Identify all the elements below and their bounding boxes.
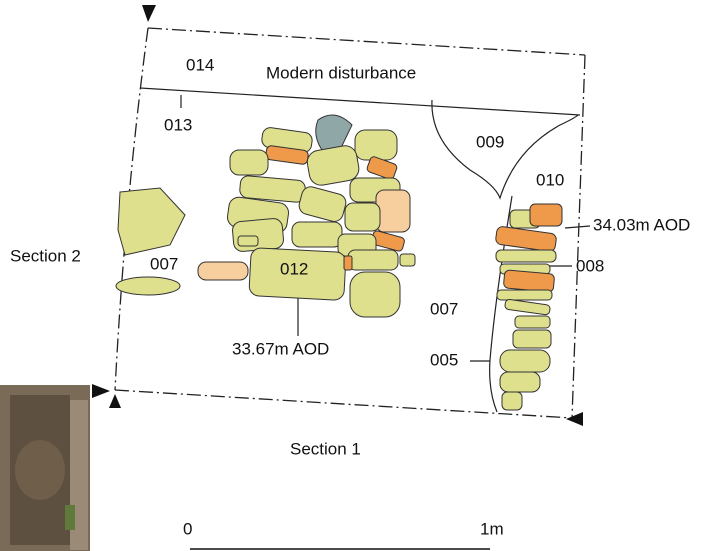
context-label: 013 [164, 115, 192, 134]
section-label: Section 2 [10, 246, 81, 265]
context-label: 009 [476, 132, 504, 151]
level-label: 34.03m AOD [593, 215, 690, 234]
stones [116, 115, 562, 410]
section-label: Section 1 [290, 439, 361, 458]
context-label: 007 [150, 254, 178, 273]
plan-drawing: 014 Modern disturbance 013 009 010 34.03… [0, 0, 718, 551]
scale-start: 0 [183, 519, 192, 538]
disturbance-label: Modern disturbance [266, 63, 416, 82]
scale-end: 1m [480, 519, 504, 538]
context-label: 008 [576, 256, 604, 275]
level-label: 33.67m AOD [232, 339, 329, 358]
context-label: 014 [186, 55, 214, 74]
context-label: 007 [430, 299, 458, 318]
context-label: 010 [536, 170, 564, 189]
photo-thumbnail [0, 385, 90, 551]
scale-bar: 0 1m [183, 519, 504, 549]
context-label: 012 [280, 259, 308, 278]
context-label: 005 [430, 350, 458, 369]
